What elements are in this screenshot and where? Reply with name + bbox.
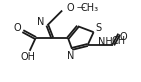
Text: O: O (13, 23, 21, 33)
Text: O: O (66, 3, 74, 13)
Text: N: N (37, 17, 44, 27)
Text: N: N (67, 51, 75, 61)
Text: CH₃: CH₃ (81, 3, 99, 13)
Text: CH: CH (111, 36, 125, 46)
Text: O: O (119, 32, 127, 42)
Text: OH: OH (20, 52, 35, 62)
Text: NH: NH (98, 37, 113, 47)
Text: S: S (95, 23, 102, 33)
Text: —: — (77, 3, 85, 12)
